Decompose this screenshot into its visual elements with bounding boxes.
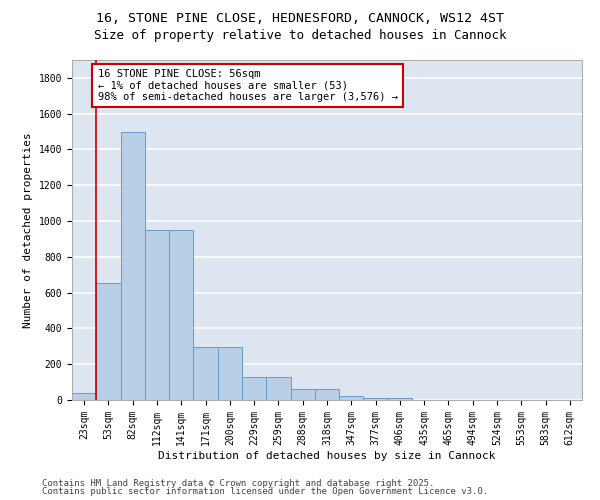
Bar <box>242 376 266 400</box>
Bar <box>72 393 96 400</box>
Bar <box>290 390 315 400</box>
Bar <box>96 283 121 400</box>
Text: Contains HM Land Registry data © Crown copyright and database right 2025.: Contains HM Land Registry data © Crown c… <box>42 478 434 488</box>
Bar <box>193 347 218 400</box>
Bar <box>169 230 193 400</box>
Bar <box>121 132 145 400</box>
Text: 16 STONE PINE CLOSE: 56sqm
← 1% of detached houses are smaller (53)
98% of semi-: 16 STONE PINE CLOSE: 56sqm ← 1% of detac… <box>97 69 398 102</box>
Bar <box>266 376 290 400</box>
Text: 16, STONE PINE CLOSE, HEDNESFORD, CANNOCK, WS12 4ST: 16, STONE PINE CLOSE, HEDNESFORD, CANNOC… <box>96 12 504 25</box>
Text: Size of property relative to detached houses in Cannock: Size of property relative to detached ho… <box>94 29 506 42</box>
Bar <box>315 390 339 400</box>
X-axis label: Distribution of detached houses by size in Cannock: Distribution of detached houses by size … <box>158 450 496 460</box>
Bar <box>388 398 412 400</box>
Bar <box>218 347 242 400</box>
Bar <box>339 396 364 400</box>
Bar <box>145 230 169 400</box>
Bar <box>364 398 388 400</box>
Text: Contains public sector information licensed under the Open Government Licence v3: Contains public sector information licen… <box>42 487 488 496</box>
Y-axis label: Number of detached properties: Number of detached properties <box>23 132 33 328</box>
